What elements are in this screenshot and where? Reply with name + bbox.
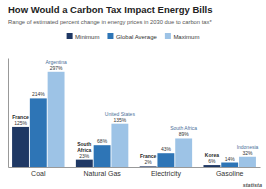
bar: [94, 145, 111, 167]
chart: How Would a Carbon Tax Impact Energy Bil…: [0, 0, 266, 189]
annotation: Indonesia: [237, 144, 259, 150]
bar: [221, 163, 238, 167]
data-label: 214%: [32, 91, 45, 97]
legend-swatch: [165, 33, 171, 39]
data-labels: 125%France23%SouthAfrica2%France6%Korea2…: [12, 59, 258, 166]
legend-item: Maximum: [165, 33, 200, 40]
x-tick-label: Electricity: [151, 170, 181, 178]
bar-series: [48, 72, 256, 167]
x-tick: Coal: [31, 167, 46, 177]
bar: [175, 138, 192, 167]
annotation-line: South Africa: [170, 125, 197, 131]
bar: [76, 160, 93, 167]
annotation-line: Indonesia: [237, 144, 259, 150]
x-tick-label: Natural Gas: [83, 170, 121, 177]
annotation: SouthAfrica: [77, 141, 91, 153]
chart-container: How Would a Carbon Tax Impact Energy Bil…: [0, 0, 266, 189]
y-axis: [8, 59, 9, 168]
annotation-line: France: [12, 114, 29, 120]
data-label: 135%: [113, 117, 126, 123]
bar: [157, 153, 174, 167]
bar: [203, 165, 220, 167]
data-label: 68%: [97, 138, 108, 144]
annotation: Argentina: [45, 59, 67, 65]
data-label: 43%: [161, 146, 172, 152]
annotation: United States: [105, 111, 136, 117]
x-tick-label: Gasoline: [216, 170, 244, 177]
y-axis-line: [8, 59, 9, 168]
annotation-line: France: [140, 153, 157, 159]
data-label: 6%: [208, 158, 216, 164]
bar: [48, 72, 65, 167]
x-tick: Electricity: [151, 167, 181, 178]
legend-label: Global Average: [116, 34, 158, 40]
legend-label: Minimum: [75, 34, 99, 40]
legend-swatch: [67, 33, 73, 39]
data-label: 125%: [14, 120, 27, 126]
legend: Minimum Global Average Maximum: [67, 33, 200, 40]
x-axis: Coal Natural Gas Electricity Gasoline: [9, 167, 261, 178]
bar: [111, 124, 128, 167]
data-label: 297%: [50, 65, 63, 71]
bars: [12, 72, 256, 167]
subtitle: Range of estimated percent change in ene…: [8, 19, 212, 25]
x-axis-line: [9, 167, 261, 168]
data-label: 23%: [79, 153, 90, 159]
legend-item: Global Average: [107, 33, 157, 40]
x-tick: Natural Gas: [83, 167, 121, 177]
title: How Would a Carbon Tax Impact Energy Bil…: [8, 4, 212, 15]
bar: [30, 98, 47, 167]
annotation-line: Korea: [205, 152, 219, 158]
legend-swatch: [107, 33, 113, 39]
annotation: France: [140, 153, 157, 159]
annotation: South Africa: [170, 125, 197, 131]
bar: [140, 166, 157, 167]
data-label: 2%: [145, 159, 153, 165]
data-label: 32%: [242, 150, 253, 156]
legend-label: Maximum: [173, 34, 199, 40]
legend-item: Minimum: [67, 33, 100, 40]
x-tick-label: Coal: [31, 170, 46, 177]
annotation: Korea: [205, 152, 219, 158]
bar: [12, 127, 29, 167]
annotation: France: [12, 114, 29, 120]
annotation-line: Africa: [77, 147, 91, 153]
x-tick: Gasoline: [216, 167, 244, 177]
annotation-line: United States: [105, 111, 136, 117]
annotation-line: Argentina: [45, 59, 67, 65]
data-label: 14%: [225, 156, 236, 162]
data-label: 89%: [179, 131, 190, 137]
annotation: statista: [243, 182, 262, 188]
bar: [239, 157, 256, 167]
